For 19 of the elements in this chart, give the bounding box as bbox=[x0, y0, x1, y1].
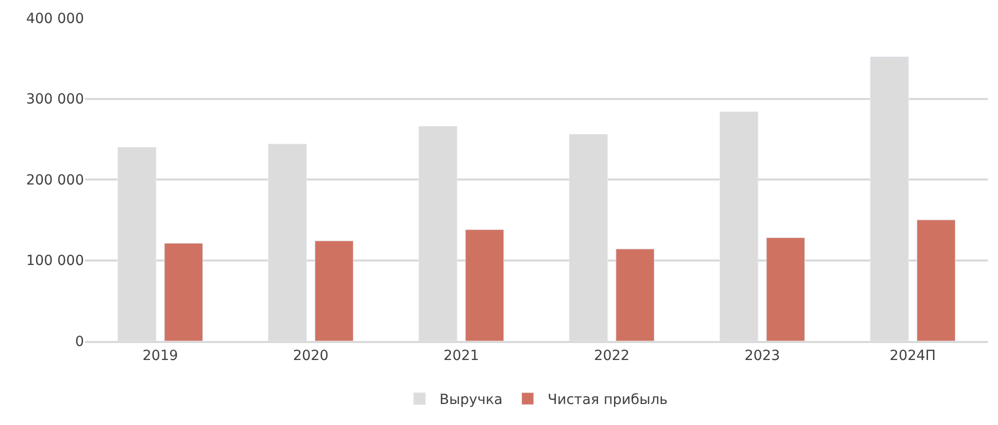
x-tick-label: 2021 bbox=[443, 348, 480, 364]
x-tick-label: 2022 bbox=[594, 348, 630, 364]
bar bbox=[164, 243, 203, 341]
bar bbox=[616, 248, 654, 341]
y-tick-label: 100 000 bbox=[26, 253, 84, 270]
y-tick-label: 400 000 bbox=[26, 10, 84, 27]
bar bbox=[766, 237, 805, 341]
x-tick-label: 2019 bbox=[142, 348, 178, 364]
y-tick-label: 300 000 bbox=[26, 92, 84, 108]
legend-label: Чистая прибыль bbox=[548, 392, 668, 408]
legend-label: Выручка bbox=[440, 392, 503, 408]
x-tick-label: 2023 bbox=[744, 348, 780, 364]
y-tick-label: 0 bbox=[75, 334, 84, 350]
bar bbox=[314, 240, 354, 341]
y-tick-label: 200 000 bbox=[26, 172, 84, 188]
x-tick-label: 2020 bbox=[292, 348, 329, 364]
bar bbox=[916, 220, 956, 341]
bar bbox=[465, 229, 504, 341]
x-tick-label: 2024П bbox=[890, 348, 936, 364]
